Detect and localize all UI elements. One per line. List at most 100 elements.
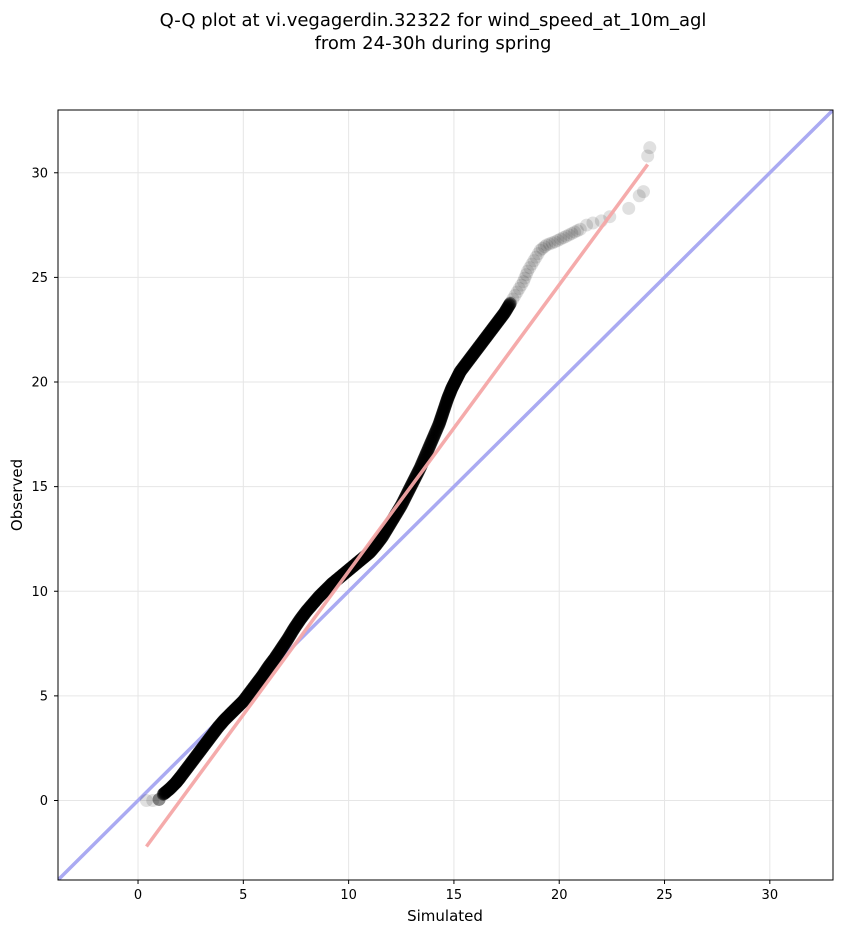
data-point bbox=[152, 792, 166, 806]
data-point bbox=[257, 666, 271, 680]
data-point bbox=[464, 350, 478, 364]
data-point bbox=[223, 707, 237, 721]
data-point bbox=[206, 727, 220, 741]
data-point bbox=[281, 631, 295, 645]
data-point bbox=[573, 222, 587, 236]
data-point bbox=[456, 360, 470, 374]
data-point bbox=[269, 650, 283, 664]
data-point bbox=[301, 603, 315, 617]
data-point bbox=[322, 579, 336, 593]
data-point bbox=[284, 626, 298, 640]
data-point bbox=[180, 761, 194, 775]
data-point bbox=[370, 537, 384, 551]
data-point bbox=[465, 349, 479, 363]
data-point bbox=[224, 707, 238, 721]
data-point bbox=[312, 590, 326, 604]
data-point bbox=[238, 692, 252, 706]
data-point bbox=[318, 584, 332, 598]
data-point bbox=[294, 611, 308, 625]
data-point bbox=[434, 411, 448, 425]
data-point bbox=[442, 389, 456, 403]
data-point bbox=[512, 282, 526, 296]
data-point bbox=[439, 396, 453, 410]
data-point bbox=[306, 596, 320, 610]
data-point bbox=[227, 704, 241, 718]
data-point bbox=[440, 393, 454, 407]
data-point bbox=[181, 760, 195, 774]
data-point bbox=[291, 616, 305, 630]
data-point bbox=[501, 300, 515, 314]
data-point bbox=[491, 314, 505, 328]
data-point bbox=[191, 746, 205, 760]
data-point bbox=[484, 324, 498, 338]
data-point bbox=[237, 693, 251, 707]
data-point bbox=[487, 319, 501, 333]
x-axis-ticks: 0 5 10 15 20 25 30 bbox=[134, 880, 778, 903]
data-point bbox=[263, 657, 277, 671]
x-axis-label: Simulated bbox=[407, 907, 483, 925]
data-point bbox=[195, 741, 209, 755]
data-point bbox=[452, 366, 466, 380]
data-point bbox=[241, 687, 255, 701]
data-point bbox=[245, 682, 259, 696]
data-point bbox=[276, 639, 290, 653]
data-point bbox=[433, 416, 447, 430]
data-point bbox=[235, 695, 249, 709]
data-point bbox=[189, 750, 203, 764]
data-point bbox=[275, 641, 289, 655]
data-point bbox=[453, 365, 467, 379]
data-point bbox=[397, 493, 411, 507]
data-point bbox=[479, 330, 493, 344]
data-point bbox=[209, 723, 223, 737]
data-point bbox=[353, 554, 367, 568]
data-point bbox=[370, 537, 384, 551]
data-point bbox=[260, 662, 274, 676]
data-point bbox=[443, 387, 457, 401]
data-point bbox=[454, 364, 468, 378]
data-point bbox=[211, 720, 225, 734]
data-point bbox=[482, 326, 496, 340]
data-point bbox=[445, 380, 459, 394]
data-point bbox=[425, 433, 439, 447]
data-point bbox=[438, 399, 452, 413]
data-point bbox=[489, 318, 503, 332]
data-point bbox=[266, 654, 280, 668]
data-point bbox=[498, 305, 512, 319]
data-point bbox=[166, 778, 180, 792]
data-point bbox=[443, 385, 457, 399]
data-point bbox=[447, 377, 461, 391]
data-point bbox=[294, 612, 308, 626]
data-point bbox=[493, 312, 507, 326]
data-point bbox=[311, 591, 325, 605]
data-point bbox=[336, 568, 350, 582]
data-point bbox=[228, 702, 242, 716]
data-point bbox=[371, 536, 385, 550]
data-point bbox=[244, 684, 258, 698]
data-point bbox=[632, 189, 646, 203]
data-point bbox=[313, 588, 327, 602]
y-tick-label: 15 bbox=[31, 480, 48, 495]
data-point bbox=[548, 235, 562, 249]
data-point bbox=[177, 765, 191, 779]
data-point bbox=[252, 673, 266, 687]
data-point bbox=[426, 430, 440, 444]
data-point bbox=[535, 241, 549, 255]
data-point bbox=[421, 442, 435, 456]
data-point bbox=[435, 408, 449, 422]
data-point bbox=[483, 325, 497, 339]
x-tick-label: 20 bbox=[551, 888, 568, 903]
data-point bbox=[468, 345, 482, 359]
data-point bbox=[304, 599, 318, 613]
data-point bbox=[200, 734, 214, 748]
data-point bbox=[255, 669, 269, 683]
data-point bbox=[197, 739, 211, 753]
data-point bbox=[259, 663, 273, 677]
data-point bbox=[190, 749, 204, 763]
data-point bbox=[295, 610, 309, 624]
x-tick-label: 10 bbox=[340, 888, 357, 903]
data-point bbox=[247, 680, 261, 694]
data-point bbox=[432, 417, 446, 431]
data-point bbox=[257, 667, 271, 681]
data-point bbox=[421, 443, 435, 457]
